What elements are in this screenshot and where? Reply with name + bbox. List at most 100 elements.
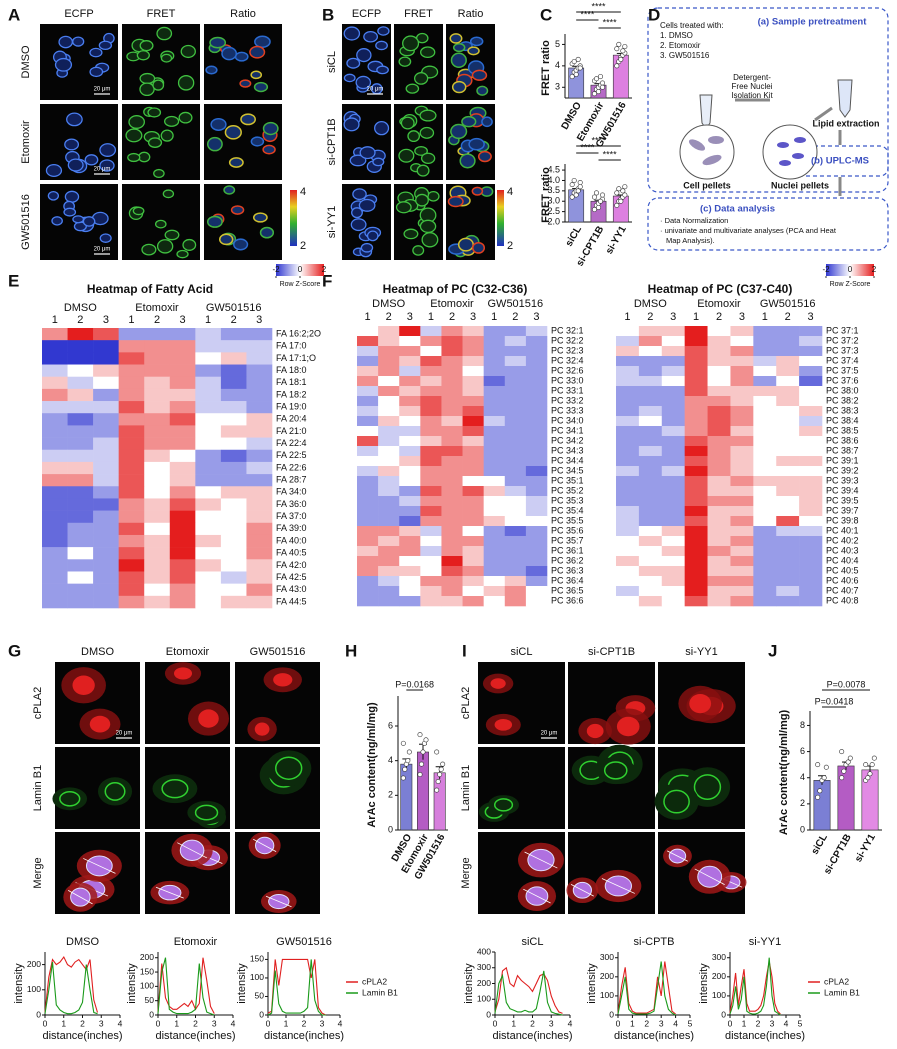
heatmap-cell [661, 446, 685, 457]
nucleus [254, 722, 270, 736]
heatmap-cell [776, 506, 800, 517]
diagram-text: Lipid extraction [812, 118, 879, 128]
heatmap-cell [357, 326, 379, 337]
heatmap-cell [420, 566, 442, 577]
row-label: PC 36:4 [551, 575, 584, 585]
heatmap-cell [67, 376, 94, 390]
row-label: Etomoxir [20, 120, 32, 164]
nucleus [469, 36, 484, 47]
heatmap-cell [42, 449, 68, 463]
heatmap-cell [67, 449, 94, 463]
heatmap-cell [195, 425, 222, 438]
heatmap-cell [357, 386, 379, 397]
heatmap-cell [707, 346, 731, 357]
x-tick-label: 3 [770, 1018, 775, 1028]
cell-circle [679, 124, 735, 180]
nucleus [99, 159, 115, 172]
nucleus [275, 756, 303, 780]
heatmap-cell [661, 476, 685, 487]
heatmap-cell [246, 401, 273, 414]
heatmap-cell [504, 346, 527, 357]
heatmap-cell [399, 536, 421, 547]
cell [97, 777, 133, 806]
nucleus [228, 157, 244, 168]
heatmap-cell [684, 366, 708, 377]
data-point [823, 764, 829, 770]
group-label: GW501516 [488, 298, 544, 310]
heatmap-cell [504, 536, 527, 547]
diagram-text: Cell pellets [683, 180, 731, 190]
data-point [600, 84, 606, 90]
heatmap-cell [753, 506, 777, 517]
heatmap-cell [776, 486, 800, 497]
heatmap-cell [730, 396, 754, 407]
bar [813, 780, 831, 831]
heatmap-cell [357, 556, 379, 567]
heatmap-cell [420, 466, 442, 477]
colorbar-label: 2 [300, 240, 306, 252]
nucleus [58, 35, 73, 49]
scale-bar-label: 20 μm [541, 731, 558, 737]
heatmap-cell [67, 364, 94, 377]
column-header: Ratio [458, 8, 484, 20]
column-label: 1 [491, 311, 497, 323]
data-point [600, 80, 606, 86]
heatmap-cell [483, 496, 506, 507]
heatmap-cell [684, 506, 708, 517]
panel-label: I [462, 641, 467, 660]
heatmap-cell [661, 436, 685, 447]
heatmap-cell [420, 486, 442, 497]
heatmap-cell [378, 416, 400, 427]
heatmap-cell [195, 522, 222, 536]
heatmap-cell [730, 536, 754, 547]
heatmap-cell [357, 576, 379, 587]
nucleus [250, 70, 263, 80]
heatmap-cell [42, 340, 68, 353]
heatmap-cell [462, 566, 484, 577]
heatmap-cell [616, 556, 640, 567]
nucleus [468, 137, 485, 151]
y-tick-label: 50 [255, 991, 265, 1001]
column-label: 2 [647, 311, 653, 323]
heatmap-cell [144, 388, 171, 402]
box-c [647, 197, 889, 251]
colorbar [290, 190, 297, 246]
y-tick-label: 150 [140, 966, 154, 976]
heatmap-cell [357, 366, 379, 377]
heatmap-title: Heatmap of PC (C37-C40) [648, 282, 793, 296]
heatmap-cell [504, 596, 527, 607]
heatmap-cell [195, 401, 222, 414]
heatmap-cell [661, 376, 685, 387]
colorbar-tick-label: -2 [272, 265, 280, 274]
nucleus [160, 53, 173, 63]
nucleus [477, 150, 492, 163]
data-point [569, 74, 575, 80]
heatmap-cell [661, 556, 685, 567]
nucleus [63, 207, 77, 217]
y-tick-label: 0 [486, 1009, 491, 1019]
nucleus [450, 52, 467, 68]
nucleus [616, 716, 640, 737]
nucleus [494, 718, 513, 731]
heatmap-cell [707, 506, 731, 517]
tube [837, 79, 853, 118]
heatmap-cell [776, 356, 800, 367]
line-series [157, 957, 215, 1016]
data-point [571, 59, 577, 65]
heatmap-cell [67, 388, 94, 402]
heatmap-cell [220, 583, 247, 597]
column-header: FRET [404, 8, 433, 20]
heatmap-cell [462, 536, 484, 547]
heatmap-cell [799, 506, 823, 517]
x-tick-label: 0 [493, 1018, 498, 1028]
heatmap-cell [776, 456, 800, 467]
heatmap-cell [730, 416, 754, 427]
column-label: 1 [128, 314, 134, 326]
data-point [402, 766, 408, 772]
heatmap-cell [357, 466, 379, 477]
x-tick-label: 1 [742, 1018, 747, 1028]
row-label: FA 28:7 [276, 475, 307, 485]
heatmap-cell [616, 376, 640, 387]
nucleus [84, 154, 99, 166]
heatmap-cell [118, 522, 145, 536]
